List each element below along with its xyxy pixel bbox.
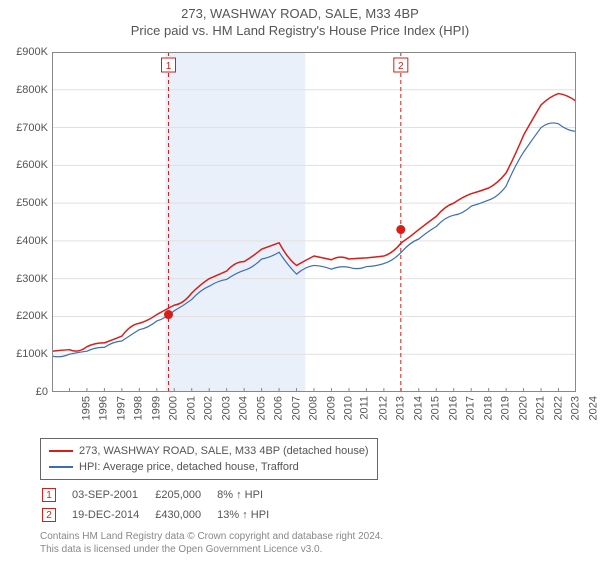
page-subtitle: Price paid vs. HM Land Registry's House … — [0, 23, 600, 38]
x-tick-label: 2005 — [255, 396, 267, 420]
y-tick-label: £200K — [0, 310, 48, 322]
legend-swatch — [49, 466, 73, 468]
y-tick-label: £700K — [0, 122, 48, 134]
x-tick-label: 2006 — [273, 396, 285, 420]
y-tick-label: £300K — [0, 273, 48, 285]
y-tick-label: £900K — [0, 46, 48, 58]
y-tick-label: £500K — [0, 197, 48, 209]
y-tick-label: £0 — [0, 386, 48, 398]
legend: 273, WASHWAY ROAD, SALE, M33 4BP (detach… — [40, 438, 378, 480]
legend-swatch — [49, 450, 73, 452]
x-tick-label: 1997 — [115, 396, 127, 420]
x-tick-label: 2024 — [587, 396, 599, 420]
y-tick-label: £600K — [0, 159, 48, 171]
y-tick-label: £100K — [0, 348, 48, 360]
x-tick-label: 2014 — [412, 396, 424, 420]
x-tick-label: 2015 — [430, 396, 442, 420]
table-row: 1 03-SEP-2001 £205,000 8% ↑ HPI — [42, 486, 283, 504]
page-title: 273, WASHWAY ROAD, SALE, M33 4BP — [0, 6, 600, 21]
sale-date: 19-DEC-2014 — [72, 506, 153, 524]
x-tick-label: 2021 — [535, 396, 547, 420]
sale-price: £205,000 — [155, 486, 215, 504]
x-tick-label: 2018 — [482, 396, 494, 420]
legend-item: 273, WASHWAY ROAD, SALE, M33 4BP (detach… — [49, 443, 369, 459]
sales-table: 1 03-SEP-2001 £205,000 8% ↑ HPI 2 19-DEC… — [40, 484, 285, 526]
chart-plot: 12 — [52, 52, 576, 392]
x-tick-label: 2020 — [517, 396, 529, 420]
y-tick-label: £800K — [0, 84, 48, 96]
sale-delta: 13% ↑ HPI — [217, 506, 283, 524]
table-row: 2 19-DEC-2014 £430,000 13% ↑ HPI — [42, 506, 283, 524]
x-tick-label: 2019 — [500, 396, 512, 420]
footer-attribution: Contains HM Land Registry data © Crown c… — [40, 530, 383, 556]
x-tick-label: 2022 — [552, 396, 564, 420]
sale-date: 03-SEP-2001 — [72, 486, 153, 504]
x-tick-label: 2011 — [359, 396, 371, 420]
sale-marker-icon: 2 — [42, 508, 56, 522]
x-tick-label: 2007 — [290, 396, 302, 420]
x-tick-label: 2002 — [203, 396, 215, 420]
legend-label: 273, WASHWAY ROAD, SALE, M33 4BP (detach… — [79, 443, 369, 459]
sale-price: £430,000 — [155, 506, 215, 524]
x-tick-label: 2013 — [395, 396, 407, 420]
sale-marker-icon: 1 — [42, 488, 56, 502]
x-tick-label: 2023 — [570, 396, 582, 420]
x-tick-label: 2003 — [220, 396, 232, 420]
x-tick-label: 2000 — [168, 396, 180, 420]
x-tick-label: 2012 — [377, 396, 389, 420]
legend-item: HPI: Average price, detached house, Traf… — [49, 459, 369, 475]
svg-text:2: 2 — [398, 61, 404, 72]
x-tick-label: 2001 — [185, 396, 197, 420]
legend-label: HPI: Average price, detached house, Traf… — [79, 459, 299, 475]
y-tick-label: £400K — [0, 235, 48, 247]
x-tick-label: 2017 — [465, 396, 477, 420]
footer-line: This data is licensed under the Open Gov… — [40, 543, 383, 556]
svg-text:1: 1 — [166, 61, 172, 72]
x-tick-label: 2004 — [238, 396, 250, 420]
sale-delta: 8% ↑ HPI — [217, 486, 283, 504]
x-tick-label: 1998 — [133, 396, 145, 420]
x-tick-label: 2009 — [325, 396, 337, 420]
x-tick-label: 1995 — [80, 396, 92, 420]
footer-line: Contains HM Land Registry data © Crown c… — [40, 530, 383, 543]
x-tick-label: 1999 — [150, 396, 162, 420]
x-tick-label: 2016 — [447, 396, 459, 420]
x-tick-label: 1996 — [98, 396, 110, 420]
x-tick-label: 2010 — [342, 396, 354, 420]
x-tick-label: 2008 — [308, 396, 320, 420]
